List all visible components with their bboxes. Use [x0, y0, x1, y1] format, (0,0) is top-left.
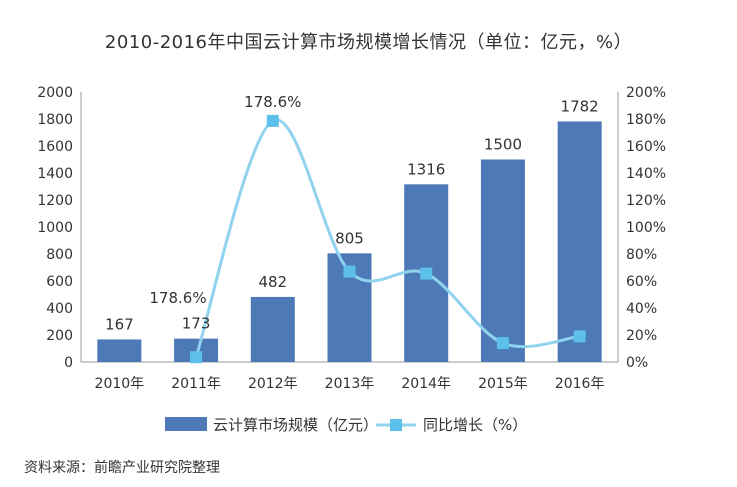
- x-tick-label: 2016年: [555, 376, 605, 392]
- y-left-tick-label: 400: [46, 301, 73, 317]
- growth-marker: [190, 351, 203, 364]
- source-note: 资料来源：前瞻产业研究院整理: [24, 460, 220, 476]
- y-right-tick-label: 60%: [626, 274, 657, 290]
- y-left-tick-label: 0: [64, 355, 73, 371]
- y-right-tick-label: 80%: [626, 247, 657, 263]
- x-tick-label: 2014年: [401, 376, 451, 392]
- y-right-tick-label: 180%: [626, 112, 666, 128]
- growth-marker: [343, 265, 356, 278]
- bar: [557, 121, 602, 363]
- y-left-tick-label: 800: [46, 247, 73, 263]
- x-tick-label: 2015年: [478, 376, 528, 392]
- y-right-tick-label: 100%: [626, 220, 666, 236]
- y-left-tick-label: 1600: [37, 139, 73, 155]
- chart-title: 2010-2016年中国云计算市场规模增长情况（单位：亿元，%）: [104, 32, 633, 53]
- bar-data-label: 805: [335, 229, 364, 247]
- y-left-tick-label: 1000: [37, 220, 73, 236]
- bar: [174, 338, 219, 362]
- y-right-tick-label: 20%: [626, 328, 657, 344]
- legend-bar-swatch: [165, 417, 207, 431]
- y-right-tick-label: 160%: [626, 139, 666, 155]
- y-right-tick-label: 120%: [626, 193, 666, 209]
- growth-marker: [573, 330, 586, 343]
- growth-marker: [420, 267, 433, 280]
- chart-annotation: 178.6%: [149, 289, 206, 307]
- y-right-tick-label: 40%: [626, 301, 657, 317]
- legend-bar-label: 云计算市场规模（亿元）: [213, 416, 378, 434]
- bar-data-label: 1500: [484, 136, 522, 154]
- y-left-tick-label: 200: [46, 328, 73, 344]
- legend-line-marker: [390, 419, 402, 431]
- growth-marker: [266, 114, 279, 127]
- y-left-tick-label: 600: [46, 274, 73, 290]
- y-left-tick-label: 1400: [37, 166, 73, 182]
- bar: [480, 159, 525, 362]
- bar-data-label: 1782: [561, 97, 599, 115]
- x-tick-label: 2011年: [171, 376, 221, 392]
- x-tick-label: 2010年: [95, 376, 145, 392]
- y-left-tick-label: 2000: [37, 85, 73, 101]
- bar-data-label: 173: [182, 315, 211, 333]
- y-right-tick-label: 140%: [626, 166, 666, 182]
- growth-marker: [496, 337, 509, 350]
- y-right-tick-label: 0%: [626, 355, 648, 371]
- bar-data-label: 167: [105, 315, 134, 333]
- y-left-tick-label: 1200: [37, 193, 73, 209]
- line-data-label: 178.6%: [244, 93, 301, 111]
- y-right-tick-label: 200%: [626, 85, 666, 101]
- bar-data-label: 482: [258, 273, 287, 291]
- x-tick-label: 2013年: [325, 376, 375, 392]
- y-left-tick-label: 1800: [37, 112, 73, 128]
- x-tick-label: 2012年: [248, 376, 298, 392]
- bar-data-label: 1316: [407, 160, 445, 178]
- bar: [250, 296, 295, 362]
- bar: [97, 339, 142, 362]
- legend-line-label: 同比增长（%）: [423, 416, 527, 434]
